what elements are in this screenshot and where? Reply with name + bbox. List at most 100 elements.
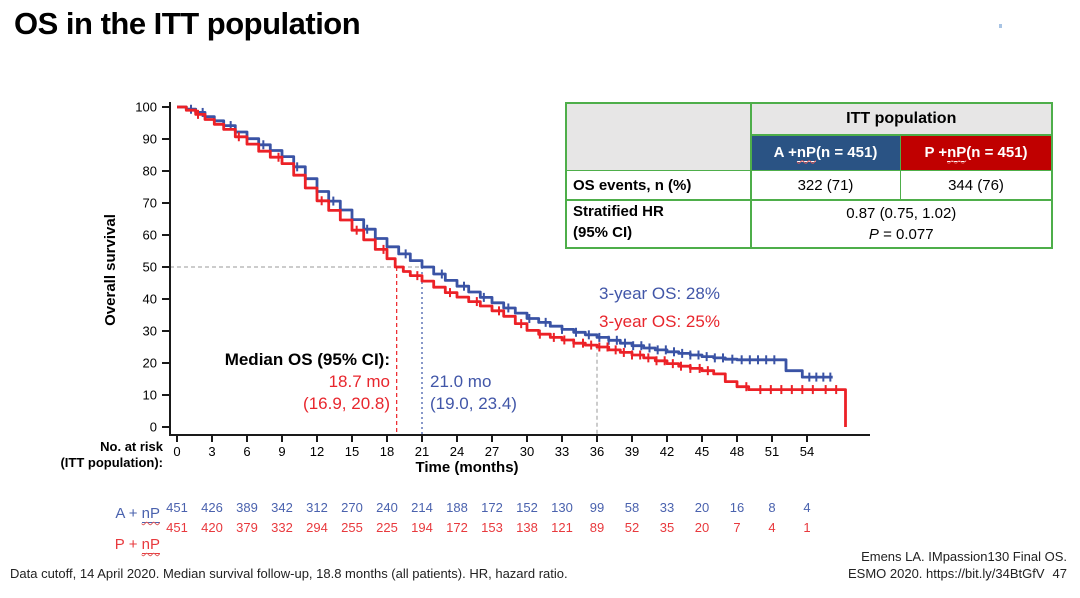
x-tick-label: 0 xyxy=(173,444,180,459)
at-risk-value: 153 xyxy=(481,520,503,535)
stratified-hr-label-line2: (95% CI) xyxy=(573,223,633,241)
os-events-value-p: 344 (76) xyxy=(901,171,1051,199)
at-risk-value: 214 xyxy=(411,500,433,515)
y-axis-label: Overall survival xyxy=(102,214,119,326)
at-risk-value: 270 xyxy=(341,500,363,515)
stratified-hr-label: Stratified HR (95% CI) xyxy=(567,200,750,247)
os-events-label: OS events, n (%) xyxy=(567,171,750,199)
at-risk-value: 332 xyxy=(271,520,293,535)
y-tick-label: 80 xyxy=(143,164,157,179)
y-tick-label: 90 xyxy=(143,132,157,147)
y-tick-label: 40 xyxy=(143,292,157,307)
arm-p-np: nP xyxy=(947,143,967,161)
x-tick-label: 30 xyxy=(520,444,534,459)
at-risk-value: 7 xyxy=(733,520,741,535)
at-risk-value: 379 xyxy=(236,520,258,535)
y-tick-label: 0 xyxy=(150,420,157,435)
at-risk-value: 420 xyxy=(201,520,223,535)
at-risk-value: 8 xyxy=(768,500,776,515)
stratified-hr-label-line1: Stratified HR xyxy=(573,202,664,220)
at-risk-values: 451 426 389 342 312 270 240 214 188 172 152 130 99 58… xyxy=(95,497,865,541)
arm-a-suffix: (n = 451) xyxy=(816,144,878,161)
x-tick-label: 39 xyxy=(625,444,639,459)
results-table-arm-p-header: P + nP (n = 451) xyxy=(901,135,1051,170)
y-tick-label: 100 xyxy=(135,100,157,115)
p-value-number: = 0.077 xyxy=(878,225,934,243)
at-risk-value: 194 xyxy=(411,520,433,535)
at-risk-value: 172 xyxy=(446,520,468,535)
at-risk-value: 342 xyxy=(271,500,293,515)
at-risk-label-a: A + nP xyxy=(95,505,160,523)
at-risk-label-p: P + nP xyxy=(95,536,160,554)
x-tick-label: 9 xyxy=(278,444,285,459)
at-risk-value: 89 xyxy=(589,520,605,535)
artifact-dot xyxy=(999,24,1002,28)
x-tick-label: 42 xyxy=(660,444,674,459)
median-os-blue-value: 21.0 mo xyxy=(430,372,492,391)
x-tick-label: 18 xyxy=(380,444,394,459)
y-tick-label: 60 xyxy=(143,228,157,243)
at-risk-value: 33 xyxy=(659,500,675,515)
at-risk-value: 4 xyxy=(803,500,811,515)
at-risk-value: 58 xyxy=(624,500,640,515)
x-tick-label: 48 xyxy=(730,444,744,459)
survival-curve-p-np xyxy=(177,105,847,427)
citation: Emens LA. IMpassion130 Final OS. ESMO 20… xyxy=(848,549,1067,582)
page-number: 47 xyxy=(1052,565,1067,581)
x-tick-label: 6 xyxy=(243,444,250,459)
x-tick-label: 12 xyxy=(310,444,324,459)
at-risk-value: 188 xyxy=(446,500,468,515)
at-risk-value: 451 xyxy=(166,520,188,535)
results-table: ITT population A + nP (n = 451) P + nP (… xyxy=(565,102,1053,249)
arm-a-np: nP xyxy=(796,143,817,161)
x-tick-label: 33 xyxy=(555,444,569,459)
at-risk-value: 16 xyxy=(729,500,745,515)
at-risk-value: 255 xyxy=(341,520,363,535)
at-risk-label-a-prefix: A + xyxy=(115,505,142,522)
y-tick-label: 70 xyxy=(143,196,157,211)
no-at-risk-line1: No. at risk xyxy=(100,439,163,454)
x-tick-label: 3 xyxy=(208,444,215,459)
citation-line2: ESMO 2020. https://bit.ly/34BtGfV xyxy=(847,565,1045,581)
at-risk-label-p-np: nP xyxy=(141,536,160,553)
three-year-os-red: 3-year OS: 25% xyxy=(599,312,720,331)
at-risk-value: 52 xyxy=(624,520,640,535)
x-tick-label: 15 xyxy=(345,444,359,459)
three-year-os-blue: 3-year OS: 28% xyxy=(599,284,720,303)
p-value-symbol: P xyxy=(868,225,879,243)
at-risk-value: 240 xyxy=(376,500,398,515)
median-os-blue-ci: (19.0, 23.4) xyxy=(430,394,517,413)
at-risk-value: 35 xyxy=(659,520,675,535)
at-risk-label-p-prefix: P + xyxy=(114,536,142,553)
at-risk-value: 172 xyxy=(481,500,503,515)
y-tick-label: 50 xyxy=(143,260,157,275)
at-risk-label-a-np: nP xyxy=(141,505,160,522)
at-risk-value: 152 xyxy=(516,500,538,515)
y-tick-label: 20 xyxy=(143,356,157,371)
at-risk-value: 451 xyxy=(166,500,188,515)
median-os-red-ci: (16.9, 20.8) xyxy=(303,394,390,413)
median-os-annotation: Median OS (95% CI): 18.7 mo (16.9, 20.8) xyxy=(225,349,390,415)
citation-line1: Emens LA. IMpassion130 Final OS. xyxy=(861,549,1067,564)
results-table-group-header: ITT population xyxy=(751,104,1051,134)
footnote: Data cutoff, 14 April 2020. Median survi… xyxy=(10,566,568,581)
at-risk-value: 389 xyxy=(236,500,258,515)
arm-p-suffix: (n = 451) xyxy=(966,144,1028,161)
median-os-title: Median OS (95% CI): xyxy=(224,350,390,369)
no-at-risk-line2: (ITT population): xyxy=(60,455,163,470)
y-tick-label: 30 xyxy=(143,324,157,339)
x-tick-label: 27 xyxy=(485,444,499,459)
at-risk-value: 1 xyxy=(803,520,811,535)
results-table-empty-cell xyxy=(567,104,750,170)
p-value: P = 0.077 xyxy=(869,224,934,245)
median-os-blue-annotation: 21.0 mo (19.0, 23.4) xyxy=(430,371,517,415)
at-risk-value: 138 xyxy=(516,520,538,535)
page-title: OS in the ITT population xyxy=(14,6,361,41)
at-risk-value: 312 xyxy=(306,500,328,515)
hr-value: 0.87 (0.75, 1.02) xyxy=(846,204,957,222)
stratified-hr-value: 0.87 (0.75, 1.02) P = 0.077 xyxy=(751,200,1051,247)
x-tick-label: 21 xyxy=(415,444,429,459)
x-tick-label: 24 xyxy=(450,444,464,459)
os-events-value-a: 322 (71) xyxy=(751,171,900,199)
